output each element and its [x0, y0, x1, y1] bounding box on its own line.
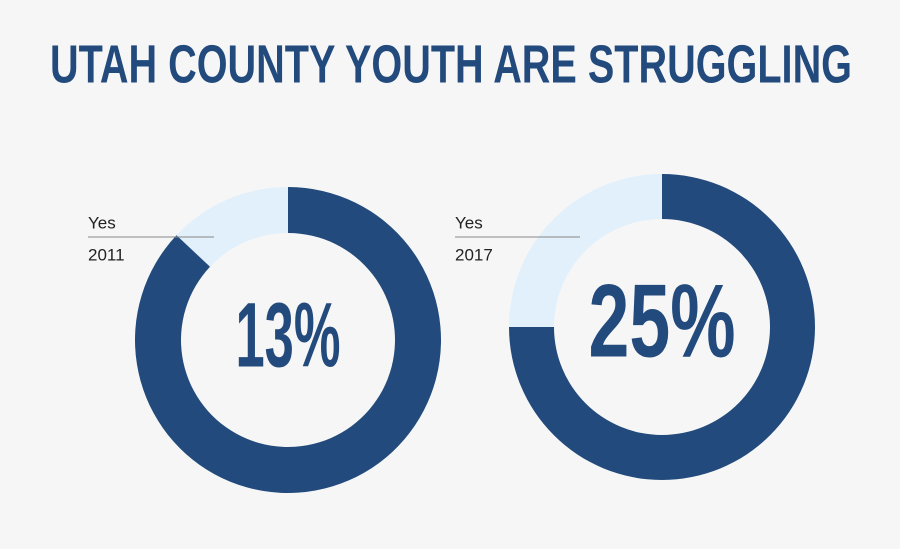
value-label: 13% [236, 284, 341, 386]
category-label: Yes [455, 213, 483, 232]
category-label: Yes [88, 213, 116, 232]
donut-segment [509, 174, 662, 327]
donut-segment [135, 187, 441, 493]
year-label: 2017 [455, 245, 493, 264]
year-label: 2011 [88, 245, 125, 264]
title: UTAH COUNTY YOUTH ARE STRUGGLING [50, 34, 852, 94]
donut-segment [509, 174, 815, 480]
value-label: 25% [589, 263, 736, 379]
donut-segment [176, 187, 288, 267]
